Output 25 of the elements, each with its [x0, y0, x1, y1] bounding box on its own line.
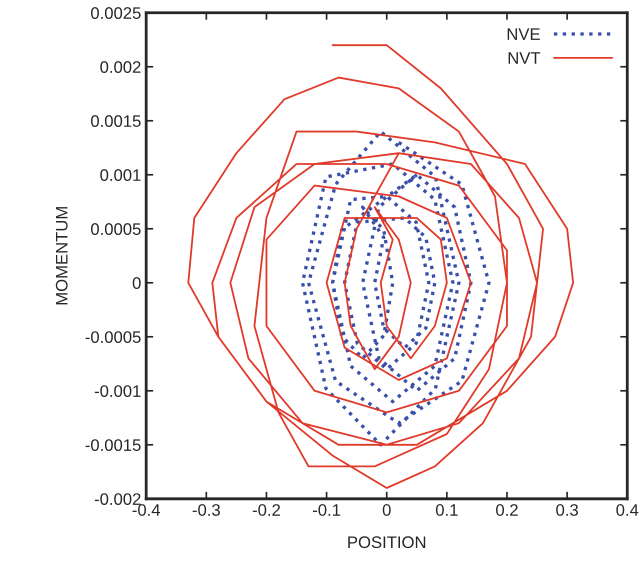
x-tick-label: 0: [382, 504, 391, 516]
y-tick-label: -0.0015: [86, 439, 141, 451]
x-tick-label: 0.3: [556, 504, 578, 516]
y-tick-label: 0.0025: [91, 7, 141, 19]
y-tick-label: 0.001: [100, 169, 141, 181]
y-tick-label: -0.002: [94, 493, 140, 506]
y-tick-label: 0.0015: [91, 115, 141, 127]
y-tick-label: -0.001: [94, 385, 141, 397]
x-tick-label: -0.2: [252, 504, 280, 516]
y-axis-title: MOMENTUM: [56, 207, 68, 304]
y-tick-label: 0.002: [100, 61, 140, 73]
x-tick-label: -0.3: [192, 504, 220, 516]
line-series: [300, 130, 491, 446]
legend-label: NVT: [508, 52, 540, 64]
x-tick-label: 0.4: [616, 504, 638, 516]
x-axis-title: POSITION: [348, 536, 426, 548]
y-tick-label: 0.0005: [91, 223, 141, 235]
x-tick-label: 0.1: [436, 504, 458, 516]
line-series: [187, 44, 574, 489]
y-tick-label: 0: [132, 277, 141, 289]
x-tick-label: -0.4: [132, 504, 160, 516]
x-tick-label: 0.2: [496, 504, 518, 516]
x-tick-label: -0.1: [312, 504, 340, 516]
legend-label: NVE: [508, 28, 540, 40]
y-tick-label: -0.0005: [86, 331, 141, 343]
